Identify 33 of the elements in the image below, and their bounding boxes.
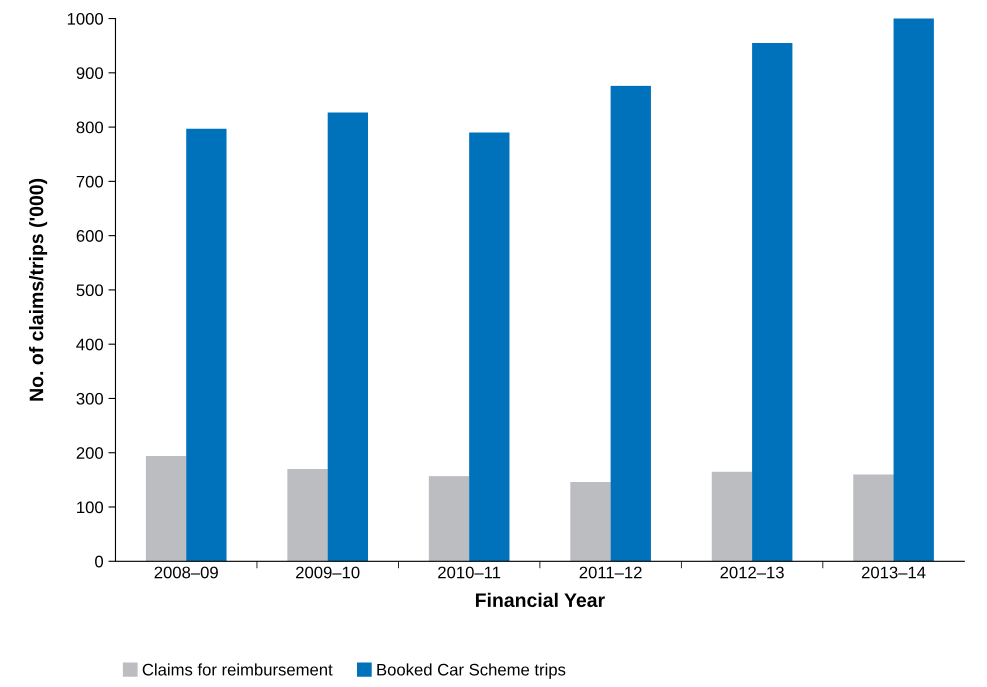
bar xyxy=(469,132,510,562)
bar xyxy=(853,474,894,562)
bar xyxy=(146,456,186,562)
x-tick-label: 2010–11 xyxy=(438,566,500,578)
x-tick-label: 2011–12 xyxy=(580,566,642,578)
y-tick-label: 700 xyxy=(76,176,104,188)
x-tick-label: 2013–14 xyxy=(862,566,926,578)
bar xyxy=(570,482,611,562)
y-tick-label: 0 xyxy=(95,556,104,568)
y-axis-title: No. of claims/trips ('000) xyxy=(29,178,48,401)
y-tick-label: 800 xyxy=(76,121,104,134)
y-tick-label: 400 xyxy=(76,338,104,350)
bar xyxy=(428,476,470,562)
bar xyxy=(610,86,651,562)
bar xyxy=(328,112,368,562)
x-axis-title: Financial Year xyxy=(476,592,605,608)
x-tick-label: 2009–10 xyxy=(296,566,360,578)
y-tick-label: 500 xyxy=(76,284,104,296)
y-tick-label: 1000 xyxy=(68,12,104,25)
x-tick-label: 2008–09 xyxy=(154,566,218,578)
bar xyxy=(186,128,227,562)
bar xyxy=(287,469,328,562)
y-tick-label: 600 xyxy=(76,230,104,242)
y-tick-label: 900 xyxy=(76,67,104,80)
x-tick-label: 2012–13 xyxy=(720,566,784,578)
legend-label: Booked Car Scheme trips xyxy=(377,663,566,679)
y-tick-label: 100 xyxy=(77,501,104,514)
legend-label: Claims for reimbursement xyxy=(142,663,333,676)
y-tick-label: 200 xyxy=(76,447,104,459)
bar xyxy=(712,472,752,562)
bar xyxy=(752,42,792,562)
y-tick-label: 300 xyxy=(76,392,104,405)
bar xyxy=(894,18,934,562)
